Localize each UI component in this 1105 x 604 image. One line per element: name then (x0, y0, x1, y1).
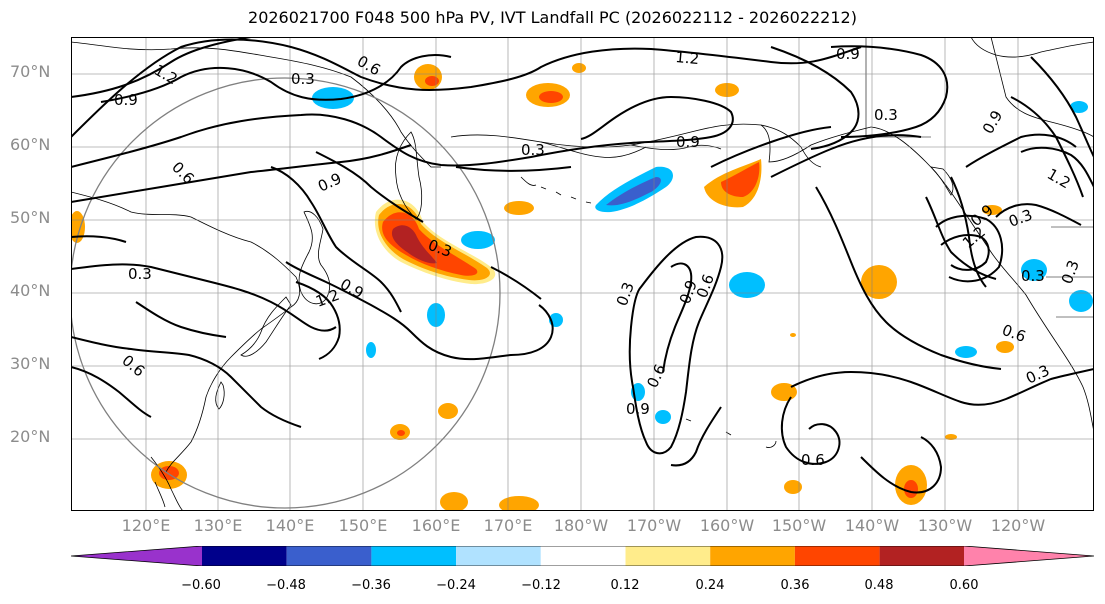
contour-label: 0.9 (676, 133, 700, 151)
lat-label-50n: 50°N (10, 208, 51, 227)
contour-label: 1.2 (675, 48, 700, 68)
pv-anomaly-positive-shade (391, 225, 437, 264)
colorbar-tick-label: 0.24 (695, 578, 725, 593)
pv-anomaly-positive-shade (784, 480, 802, 494)
colorbar-segment (202, 546, 287, 566)
colorbar-tick-label: −0.24 (436, 578, 476, 593)
pv-anomaly-positive-shade (996, 341, 1014, 353)
colorbar-segment (879, 546, 965, 566)
pv-anomaly-negative-shade (461, 231, 495, 249)
contour-label: 0.9 (836, 45, 860, 63)
pv-anomaly-positive-shade (861, 265, 897, 299)
colorbar-segment (794, 546, 880, 566)
lat-label-20n: 20°N (10, 427, 51, 446)
contour-label: 0.3 (128, 265, 152, 283)
colorbar-extend-low (71, 546, 202, 566)
pv-anomaly-positive-shade (438, 403, 458, 419)
lon-label-160w: 160°W (699, 516, 755, 535)
lat-label-40n: 40°N (10, 281, 51, 300)
map-title: 2026021700 F048 500 hPa PV, IVT Landfall… (248, 8, 857, 27)
pv-contours (71, 37, 1094, 494)
pv-anomaly-positive-shade (771, 383, 797, 401)
lon-label-150e: 150°E (338, 516, 388, 535)
colorbar-tick-label: −0.12 (521, 578, 561, 593)
lon-label-120w: 120°W (990, 516, 1046, 535)
pv-anomaly-negative-shade (1021, 259, 1047, 281)
lon-label-120e: 120°E (121, 516, 171, 535)
pv-anomaly-positive-shade (397, 430, 405, 436)
pv-anomaly-positive-shade (499, 496, 539, 511)
colorbar-tick-label: 0.12 (610, 578, 640, 593)
colorbar (71, 546, 1094, 566)
pv-anomaly-negative-shade (366, 342, 376, 358)
pv-anomaly-positive-shade (982, 205, 1002, 215)
pv-anomaly-positive-shade (904, 480, 918, 498)
pv-anomaly-negative-shade (312, 87, 354, 109)
lon-label-150w: 150°W (771, 516, 827, 535)
lat-label-70n: 70°N (10, 62, 51, 81)
graticule (71, 37, 1094, 511)
pv-anomaly-positive-shade (504, 201, 534, 215)
pv-anomaly-positive-shade (790, 333, 796, 337)
colorbar-tick-label: −0.48 (266, 578, 306, 593)
colorbar-tick-label: 0.48 (864, 578, 894, 593)
pv-anomaly-positive-shade (572, 63, 586, 73)
map-frame (71, 37, 1094, 511)
lon-label-130e: 130°E (193, 516, 243, 535)
colorbar-tick-label: −0.36 (351, 578, 391, 593)
pv-anomaly-negative-shade (606, 177, 661, 206)
colorbar-segment (540, 546, 626, 566)
pv-anomaly-positive-shade (425, 76, 439, 86)
pv-anomaly-negative-shade (729, 272, 765, 298)
colorbar-segment (371, 546, 457, 566)
pv-anomaly-negative-shade (655, 410, 671, 424)
lon-label-170w: 170°W (626, 516, 682, 535)
contour-label: 0.9 (114, 91, 138, 109)
colorbar-extend-high (964, 546, 1094, 566)
pv-anomaly-negative-shade (955, 346, 977, 358)
pv-anomaly-negative-shade (1069, 290, 1093, 312)
lon-label-180w: 180°W (553, 516, 609, 535)
colorbar-tick-label: −0.60 (181, 578, 221, 593)
map-panel[interactable]: 1.2 0.6 0.3 0.9 1.2 0.9 0.3 0.9 0.9 0.3 … (71, 37, 1094, 511)
lat-label-60n: 60°N (10, 135, 51, 154)
lat-label-30n: 30°N (10, 354, 51, 373)
pv-anomaly-positive-shade (945, 434, 957, 440)
contour-label: 0.3 (874, 106, 898, 124)
pv-anomaly-positive-shade (440, 492, 468, 511)
contour-label: 0.3 (1021, 267, 1045, 285)
contour-label: 0.3 (521, 141, 545, 159)
pv-anomaly-positive-shade (539, 91, 563, 103)
pv-anomaly-positive-shade (71, 211, 85, 243)
lon-label-160e: 160°E (411, 516, 461, 535)
range-circle (71, 77, 501, 509)
ocean-background (71, 37, 1094, 511)
colorbar-segment (456, 546, 541, 566)
lon-label-170e: 170°E (483, 516, 533, 535)
lon-label-140w: 140°W (844, 516, 900, 535)
contour-label: 0.9 (626, 400, 650, 418)
coastlines (71, 37, 1094, 511)
lon-label-130w: 130°W (917, 516, 973, 535)
lon-label-140e: 140°E (265, 516, 315, 535)
colorbar-segment (286, 546, 372, 566)
pv-anomaly-positive-shade (721, 162, 760, 197)
colorbar-tick-label: 0.60 (949, 578, 979, 593)
pv-anomaly-negative-shade (1070, 101, 1088, 113)
colorbar-tick-label: 0.36 (780, 578, 810, 593)
colorbar-segment (625, 546, 711, 566)
colorbar-segment (710, 546, 795, 566)
contour-label: 0.6 (801, 451, 825, 469)
contour-label: 0.3 (291, 70, 315, 88)
